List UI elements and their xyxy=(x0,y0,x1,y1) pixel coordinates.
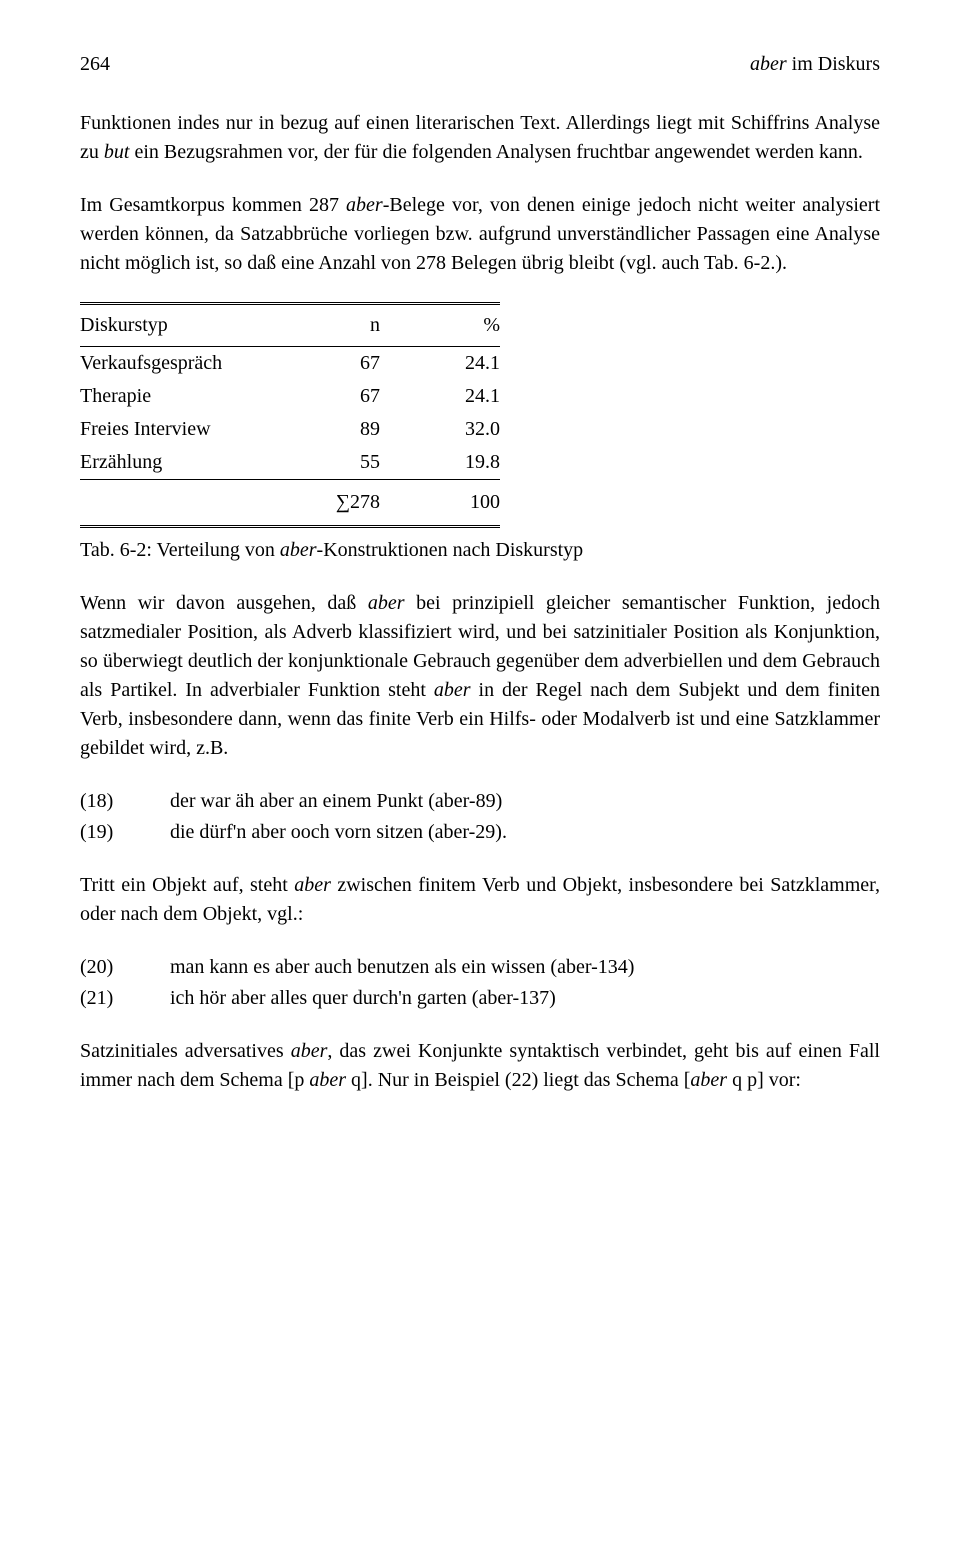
page-header: 264 aber im Diskurs xyxy=(80,50,880,79)
example-item: (19) die dürf'n aber ooch vorn sitzen (a… xyxy=(80,818,880,847)
paragraph-5: Satzinitiales adversatives aber, das zwe… xyxy=(80,1037,880,1095)
row-n: 67 xyxy=(330,380,420,413)
table-footer-row: ∑278 100 xyxy=(80,480,500,525)
examples-block-1: (18) der war äh aber an einem Punkt (abe… xyxy=(80,787,880,847)
table-rule-bottom xyxy=(80,525,500,528)
example-text: die dürf'n aber ooch vorn sitzen (aber-2… xyxy=(170,818,880,847)
row-pct: 24.1 xyxy=(420,380,500,413)
footer-n: ∑278 xyxy=(330,480,420,525)
running-title: aber im Diskurs xyxy=(750,50,880,79)
row-n: 89 xyxy=(330,413,420,446)
paragraph-1: Funktionen indes nur in bezug auf einen … xyxy=(80,109,880,167)
row-label: Therapie xyxy=(80,380,330,413)
example-item: (21) ich hör aber alles quer durch'n gar… xyxy=(80,984,880,1013)
row-label: Freies Interview xyxy=(80,413,330,446)
footer-label xyxy=(80,480,330,525)
row-label: Verkaufsgespräch xyxy=(80,347,330,380)
paragraph-2: Im Gesamtkorpus kommen 287 aber-Belege v… xyxy=(80,191,880,278)
row-pct: 32.0 xyxy=(420,413,500,446)
row-n: 67 xyxy=(330,347,420,380)
distribution-table: Diskurstyp n % Verkaufsgespräch 67 24.1 … xyxy=(80,302,500,528)
table-row: Verkaufsgespräch 67 24.1 xyxy=(80,347,500,380)
example-number: (21) xyxy=(80,984,170,1013)
example-number: (20) xyxy=(80,953,170,982)
example-text: der war äh aber an einem Punkt (aber-89) xyxy=(170,787,880,816)
row-label: Erzählung xyxy=(80,446,330,479)
table-header-row: Diskurstyp n % xyxy=(80,305,500,346)
col-header-n: n xyxy=(330,305,420,346)
page-number: 264 xyxy=(80,50,110,79)
footer-pct: 100 xyxy=(420,480,500,525)
example-item: (20) man kann es aber auch benutzen als … xyxy=(80,953,880,982)
col-header-type: Diskurstyp xyxy=(80,305,330,346)
example-item: (18) der war äh aber an einem Punkt (abe… xyxy=(80,787,880,816)
table-caption: Tab. 6-2: Verteilung von aber-Konstrukti… xyxy=(80,536,880,565)
row-pct: 19.8 xyxy=(420,446,500,479)
table-row: Therapie 67 24.1 xyxy=(80,380,500,413)
paragraph-3: Wenn wir davon ausgehen, daß aber bei pr… xyxy=(80,589,880,763)
example-number: (18) xyxy=(80,787,170,816)
col-header-pct: % xyxy=(420,305,500,346)
example-text: man kann es aber auch benutzen als ein w… xyxy=(170,953,880,982)
row-pct: 24.1 xyxy=(420,347,500,380)
example-number: (19) xyxy=(80,818,170,847)
paragraph-4: Tritt ein Objekt auf, steht aber zwische… xyxy=(80,871,880,929)
row-n: 55 xyxy=(330,446,420,479)
example-text: ich hör aber alles quer durch'n garten (… xyxy=(170,984,880,1013)
examples-block-2: (20) man kann es aber auch benutzen als … xyxy=(80,953,880,1013)
table-row: Erzählung 55 19.8 xyxy=(80,446,500,479)
table-row: Freies Interview 89 32.0 xyxy=(80,413,500,446)
